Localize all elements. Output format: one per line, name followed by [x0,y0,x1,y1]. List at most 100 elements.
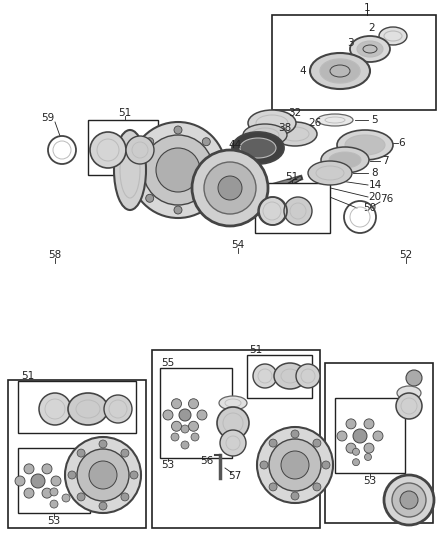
Circle shape [281,451,309,479]
Ellipse shape [232,132,284,164]
Circle shape [50,488,58,496]
Circle shape [181,441,189,449]
Ellipse shape [350,36,390,62]
Circle shape [291,492,299,500]
Circle shape [364,454,371,461]
Circle shape [291,430,299,438]
Bar [18,448,90,513]
Circle shape [89,461,117,489]
Circle shape [214,166,222,174]
Ellipse shape [392,483,426,517]
Bar [255,183,330,233]
Circle shape [257,427,333,503]
Ellipse shape [218,176,242,200]
Text: 6: 6 [399,138,405,148]
Ellipse shape [310,53,370,89]
Text: 51: 51 [286,172,299,182]
Circle shape [171,433,179,441]
Ellipse shape [396,393,422,419]
Circle shape [269,483,277,491]
Ellipse shape [397,386,421,400]
Ellipse shape [329,152,361,168]
Circle shape [77,449,85,457]
Text: 8: 8 [372,168,378,178]
Text: 7: 7 [381,156,389,166]
Text: 76: 76 [380,194,394,204]
Circle shape [130,122,226,218]
Circle shape [353,459,360,466]
Circle shape [15,476,25,486]
Ellipse shape [296,364,320,388]
Ellipse shape [126,136,154,164]
Ellipse shape [357,41,383,57]
Circle shape [364,443,374,453]
Ellipse shape [220,430,246,456]
Circle shape [313,483,321,491]
Ellipse shape [219,396,247,410]
Circle shape [174,206,182,214]
Ellipse shape [320,59,360,83]
Text: 51: 51 [21,371,35,381]
Ellipse shape [192,150,268,226]
Ellipse shape [321,147,369,173]
Ellipse shape [308,161,352,185]
Text: 26: 26 [308,118,321,128]
Ellipse shape [258,197,286,225]
Ellipse shape [104,395,132,423]
Text: 51: 51 [118,108,132,118]
Circle shape [146,138,154,146]
Ellipse shape [39,393,71,425]
Text: 4: 4 [300,66,306,76]
Ellipse shape [253,364,277,388]
Ellipse shape [217,407,249,439]
Circle shape [99,440,107,448]
Circle shape [364,419,374,429]
Circle shape [62,494,70,502]
Circle shape [146,195,154,203]
Circle shape [51,476,61,486]
Circle shape [313,439,321,447]
Circle shape [99,502,107,510]
Circle shape [337,431,347,441]
Text: 53: 53 [47,516,60,526]
Bar [160,368,232,458]
Text: 59: 59 [41,113,55,123]
Circle shape [269,439,321,491]
Circle shape [143,135,213,205]
Bar [247,355,312,398]
Bar [88,120,158,175]
Text: 50: 50 [364,203,377,213]
Text: 56: 56 [200,456,214,466]
Circle shape [191,433,199,441]
Ellipse shape [273,122,317,146]
Circle shape [197,410,207,420]
Circle shape [121,449,129,457]
Circle shape [121,493,129,501]
Text: 53: 53 [161,460,175,470]
Ellipse shape [274,363,306,389]
Polygon shape [404,443,414,463]
Text: 54: 54 [231,240,245,250]
Circle shape [65,437,141,513]
Bar [335,398,405,473]
Text: 44: 44 [228,140,242,150]
Circle shape [77,493,85,501]
Bar [325,363,433,523]
Ellipse shape [240,138,276,158]
Text: 14: 14 [368,180,381,190]
Ellipse shape [243,124,287,146]
Text: 53: 53 [364,476,377,486]
Circle shape [188,399,198,409]
Polygon shape [402,418,416,443]
Ellipse shape [384,475,434,525]
Text: 55: 55 [161,358,175,368]
Text: 51: 51 [249,345,263,355]
Circle shape [77,449,129,501]
Circle shape [31,474,45,488]
Circle shape [346,419,356,429]
Circle shape [130,471,138,479]
Ellipse shape [90,132,126,168]
Circle shape [172,399,181,409]
Text: 38: 38 [279,123,292,133]
Circle shape [134,166,142,174]
